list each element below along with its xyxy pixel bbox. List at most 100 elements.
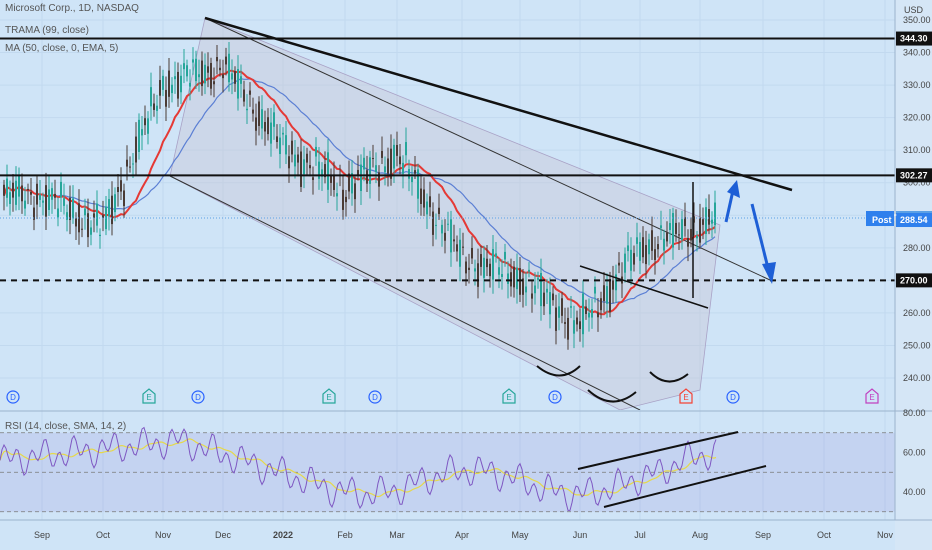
badge-letter: E xyxy=(506,393,511,402)
candle-body xyxy=(444,232,446,241)
candle-body xyxy=(303,159,305,175)
candle-body xyxy=(264,122,266,132)
down-arrow-head xyxy=(762,262,776,284)
trama-legend[interactable]: TRAMA (99, close) xyxy=(5,25,89,36)
candle-body xyxy=(171,84,173,94)
candle-body xyxy=(576,317,578,325)
price-label-box xyxy=(896,31,932,46)
candle-body xyxy=(327,152,329,190)
candle-body xyxy=(177,71,179,99)
candle-body xyxy=(69,198,71,221)
candle-body xyxy=(294,154,296,167)
candle-body xyxy=(141,129,143,136)
candle-body xyxy=(324,164,326,178)
y-tick-label: 250.00 xyxy=(903,340,931,350)
candle-body xyxy=(498,267,500,275)
x-tick-label: Dec xyxy=(215,530,232,540)
candle-body xyxy=(492,249,494,280)
candle-body xyxy=(642,237,644,258)
x-tick-label: Nov xyxy=(877,530,894,540)
candle-body xyxy=(447,223,449,225)
x-tick-label: Mar xyxy=(389,530,405,540)
candle-body xyxy=(387,158,389,174)
x-tick-label: Sep xyxy=(755,530,771,540)
ema-legend[interactable]: MA (50, close, 0, EMA, 5) xyxy=(5,43,119,54)
candle-body xyxy=(684,217,686,227)
candle-body xyxy=(72,198,74,219)
rsi-line xyxy=(0,426,717,511)
candle-body xyxy=(690,229,692,241)
candle-body xyxy=(579,321,581,330)
candle-body xyxy=(36,183,38,205)
candle-body xyxy=(609,279,611,312)
candle-body xyxy=(687,237,689,247)
rsi-legend[interactable]: RSI (14, close, SMA, 14, 2) xyxy=(5,421,127,432)
candle-body xyxy=(282,132,284,135)
candle-body xyxy=(267,117,269,135)
candle-body xyxy=(408,169,410,179)
candle-body xyxy=(255,117,257,131)
rsi-ma-line xyxy=(0,438,717,498)
candle-body xyxy=(114,194,116,213)
candle-body xyxy=(270,122,272,144)
candle-body xyxy=(564,322,566,324)
candle-body xyxy=(96,203,98,226)
candle-body xyxy=(51,188,53,200)
candle-body xyxy=(198,74,200,78)
candle-body xyxy=(654,249,656,260)
candle-body xyxy=(24,200,26,209)
earnings-badge xyxy=(865,388,879,404)
y-tick-label: 280.00 xyxy=(903,243,931,253)
candle-body xyxy=(15,180,17,205)
candle-body xyxy=(711,219,713,224)
candle-body xyxy=(348,173,350,192)
rsi-lower-trendline xyxy=(603,465,767,508)
candle-body xyxy=(477,263,479,287)
candle-body xyxy=(501,274,503,277)
candle-body xyxy=(699,217,701,243)
candle-body xyxy=(534,285,536,294)
candle-body xyxy=(318,161,320,179)
candle-body xyxy=(42,200,44,203)
dividend-badge xyxy=(726,390,740,404)
earnings-badge xyxy=(322,388,336,404)
candle-body xyxy=(228,53,230,83)
candle-body xyxy=(6,178,8,198)
x-tick-label: Aug xyxy=(692,530,708,540)
candle-body xyxy=(648,239,650,255)
candle-body xyxy=(252,109,254,114)
candle-body xyxy=(216,57,218,62)
neckline xyxy=(579,265,709,309)
candle-body xyxy=(21,185,23,202)
candle-body xyxy=(375,165,377,172)
candle-body xyxy=(378,172,380,187)
candle-body xyxy=(663,238,665,251)
candle-body xyxy=(363,157,365,170)
candle-body xyxy=(102,215,104,218)
rsi-tick-label: 60.00 xyxy=(903,448,926,458)
candle-body xyxy=(129,166,131,168)
candle-body xyxy=(519,268,521,295)
price-label-text: 302.27 xyxy=(900,170,928,180)
candle-body xyxy=(45,185,47,217)
candle-body xyxy=(354,183,356,200)
symbol-legend[interactable]: Microsoft Corp., 1D, NASDAQ xyxy=(5,3,139,14)
candle-body xyxy=(627,245,629,252)
candle-body xyxy=(618,262,620,266)
x-tick-label: Oct xyxy=(817,530,832,540)
candle-body xyxy=(207,66,209,73)
candle-body xyxy=(600,298,602,311)
candle-body xyxy=(117,187,119,193)
candle-body xyxy=(93,213,95,218)
candle-body xyxy=(696,235,698,239)
x-tick-label: 2022 xyxy=(273,530,293,540)
candle-body xyxy=(108,199,110,217)
candle-body xyxy=(321,169,323,177)
candle-body xyxy=(558,306,560,318)
candle-body xyxy=(297,154,299,163)
badge-letter: E xyxy=(326,393,331,402)
candle-body xyxy=(66,212,68,220)
price-label-text: 270.00 xyxy=(900,275,928,285)
badge-letter: E xyxy=(146,393,151,402)
